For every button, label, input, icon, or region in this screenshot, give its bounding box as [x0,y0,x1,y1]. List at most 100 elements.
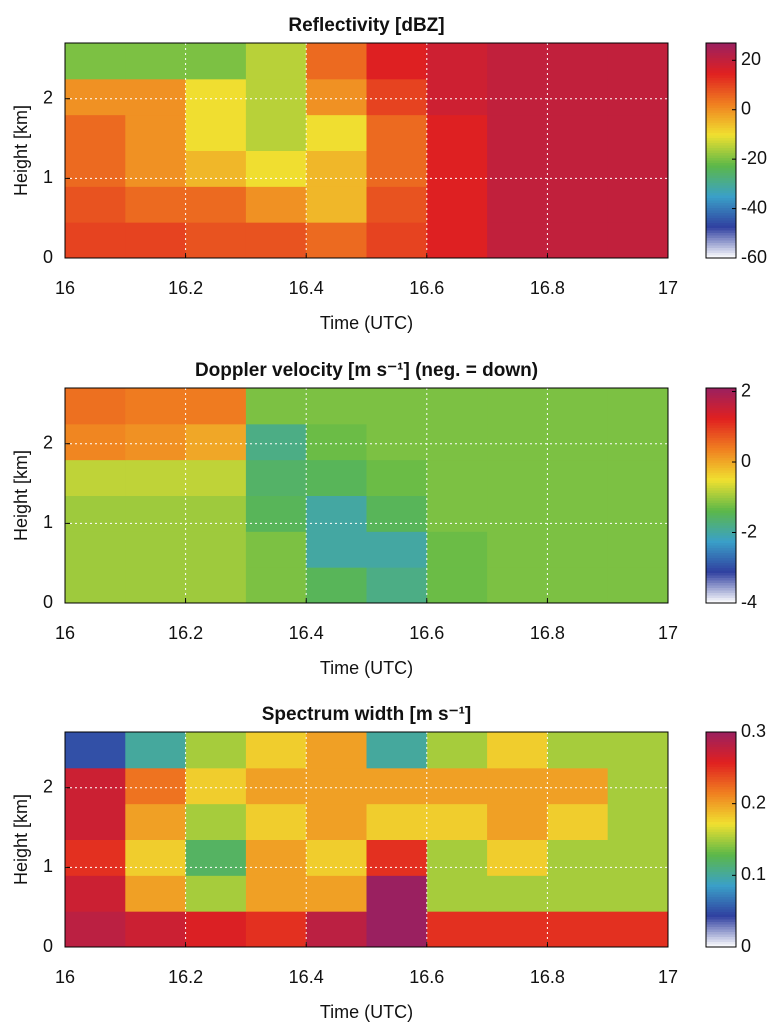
heatmap-cell [487,459,548,496]
colorbar-segment [706,598,736,602]
x-tick-label: 16.4 [289,623,324,643]
heatmap-cell [487,43,548,80]
x-tick-label: 16.8 [530,278,565,298]
heatmap-cell [306,114,367,151]
heatmap-cell [185,114,247,151]
colorbar-segment [706,904,736,908]
colorbar-segment [706,585,736,589]
heatmap-cell [125,767,187,805]
colorbar-segment [706,518,736,522]
heatmap-cell [306,839,367,876]
heatmap-cell [366,803,428,840]
colorbar-segment [706,600,736,604]
colorbar-segment [706,168,736,172]
colorbar-segment [706,75,736,79]
colorbar-segment [706,185,736,189]
colorbar-segment [706,862,736,866]
heatmap-cell [306,875,367,912]
heatmap-cell [125,150,187,187]
colorbar-segment [706,115,736,119]
colorbar-segment [706,253,736,257]
colorbar-segment [706,178,736,182]
heatmap-cell [125,732,187,769]
heatmap-cell [125,531,187,568]
heatmap-cell [125,567,187,604]
heatmap-cell [306,186,367,223]
colorbar-segment [706,919,736,923]
colorbar-segment [706,393,736,397]
colorbar-segment [706,235,736,239]
heatmap-cell [245,222,307,259]
colorbar-segment [706,78,736,82]
heatmap-cell [366,222,428,259]
heatmap-cell [426,495,488,532]
heatmap-cell [487,150,548,187]
heatmap-cell [547,43,609,80]
colorbar-segment [706,438,736,442]
heatmap-cell [125,388,187,425]
heatmap-cell [306,388,367,425]
colorbar-segment [706,852,736,856]
heatmap-cell [426,423,488,461]
colorbar-segment [706,902,736,906]
x-axis-label: Time (UTC) [320,1002,413,1022]
heatmap-cell [245,78,307,116]
colorbar-tick-label: 20 [741,49,761,69]
colorbar-segment [706,530,736,534]
colorbar-tick-label: 2 [741,380,751,400]
colorbar-segment [706,220,736,224]
heatmap-cell [547,423,609,461]
x-tick-label: 16.2 [168,967,203,987]
colorbar-segment [706,513,736,517]
colorbar-segment [706,769,736,773]
colorbar-segment [706,565,736,569]
heatmap-cell [65,78,126,116]
heatmap-cell [366,839,428,876]
colorbar-segment [706,829,736,833]
colorbar-segment [706,478,736,482]
colorbar-segment [706,842,736,846]
colorbar-segment [706,405,736,409]
colorbar-segment [706,145,736,149]
colorbar-segment [706,799,736,803]
colorbar-segment [706,744,736,748]
heatmap-cell [607,150,669,187]
colorbar-frame [705,387,737,604]
colorbar-segment [706,120,736,124]
colorbar-segment [706,118,736,122]
heatmap-cell [65,767,126,805]
colorbar-segment [706,60,736,64]
colorbar-segment [706,63,736,67]
colorbar-segment [706,218,736,222]
heatmap-cell [607,43,669,80]
colorbar-segment [706,65,736,69]
colorbar-segment [706,425,736,429]
colorbar-segment [706,912,736,916]
colorbar-segment [706,420,736,424]
heatmap-cell [607,531,669,568]
colorbar-segment [706,563,736,567]
heatmap-cell [65,531,126,568]
colorbar-segment [706,143,736,147]
colorbar-segment [706,767,736,771]
heatmap-cell [306,732,367,769]
colorbar-segment [706,215,736,219]
heatmap-cell [547,459,609,496]
colorbar-segment [706,568,736,572]
heatmap-cell [607,423,669,461]
heatmap-cell [306,459,367,496]
colorbar-segment [706,455,736,459]
colorbar-segment [706,752,736,756]
heatmap-cell [366,423,428,461]
colorbar-segment [706,203,736,207]
colorbar-segment [706,503,736,507]
heatmap-cell [245,803,307,840]
heatmap-cell [607,459,669,496]
colorbar-segment [706,463,736,467]
heatmap-cell [487,78,548,116]
colorbar-segment [706,255,736,259]
colorbar-segment [706,797,736,801]
heatmap-cell [366,43,428,80]
heatmap-cell [607,222,669,259]
heatmap-cell [487,114,548,151]
